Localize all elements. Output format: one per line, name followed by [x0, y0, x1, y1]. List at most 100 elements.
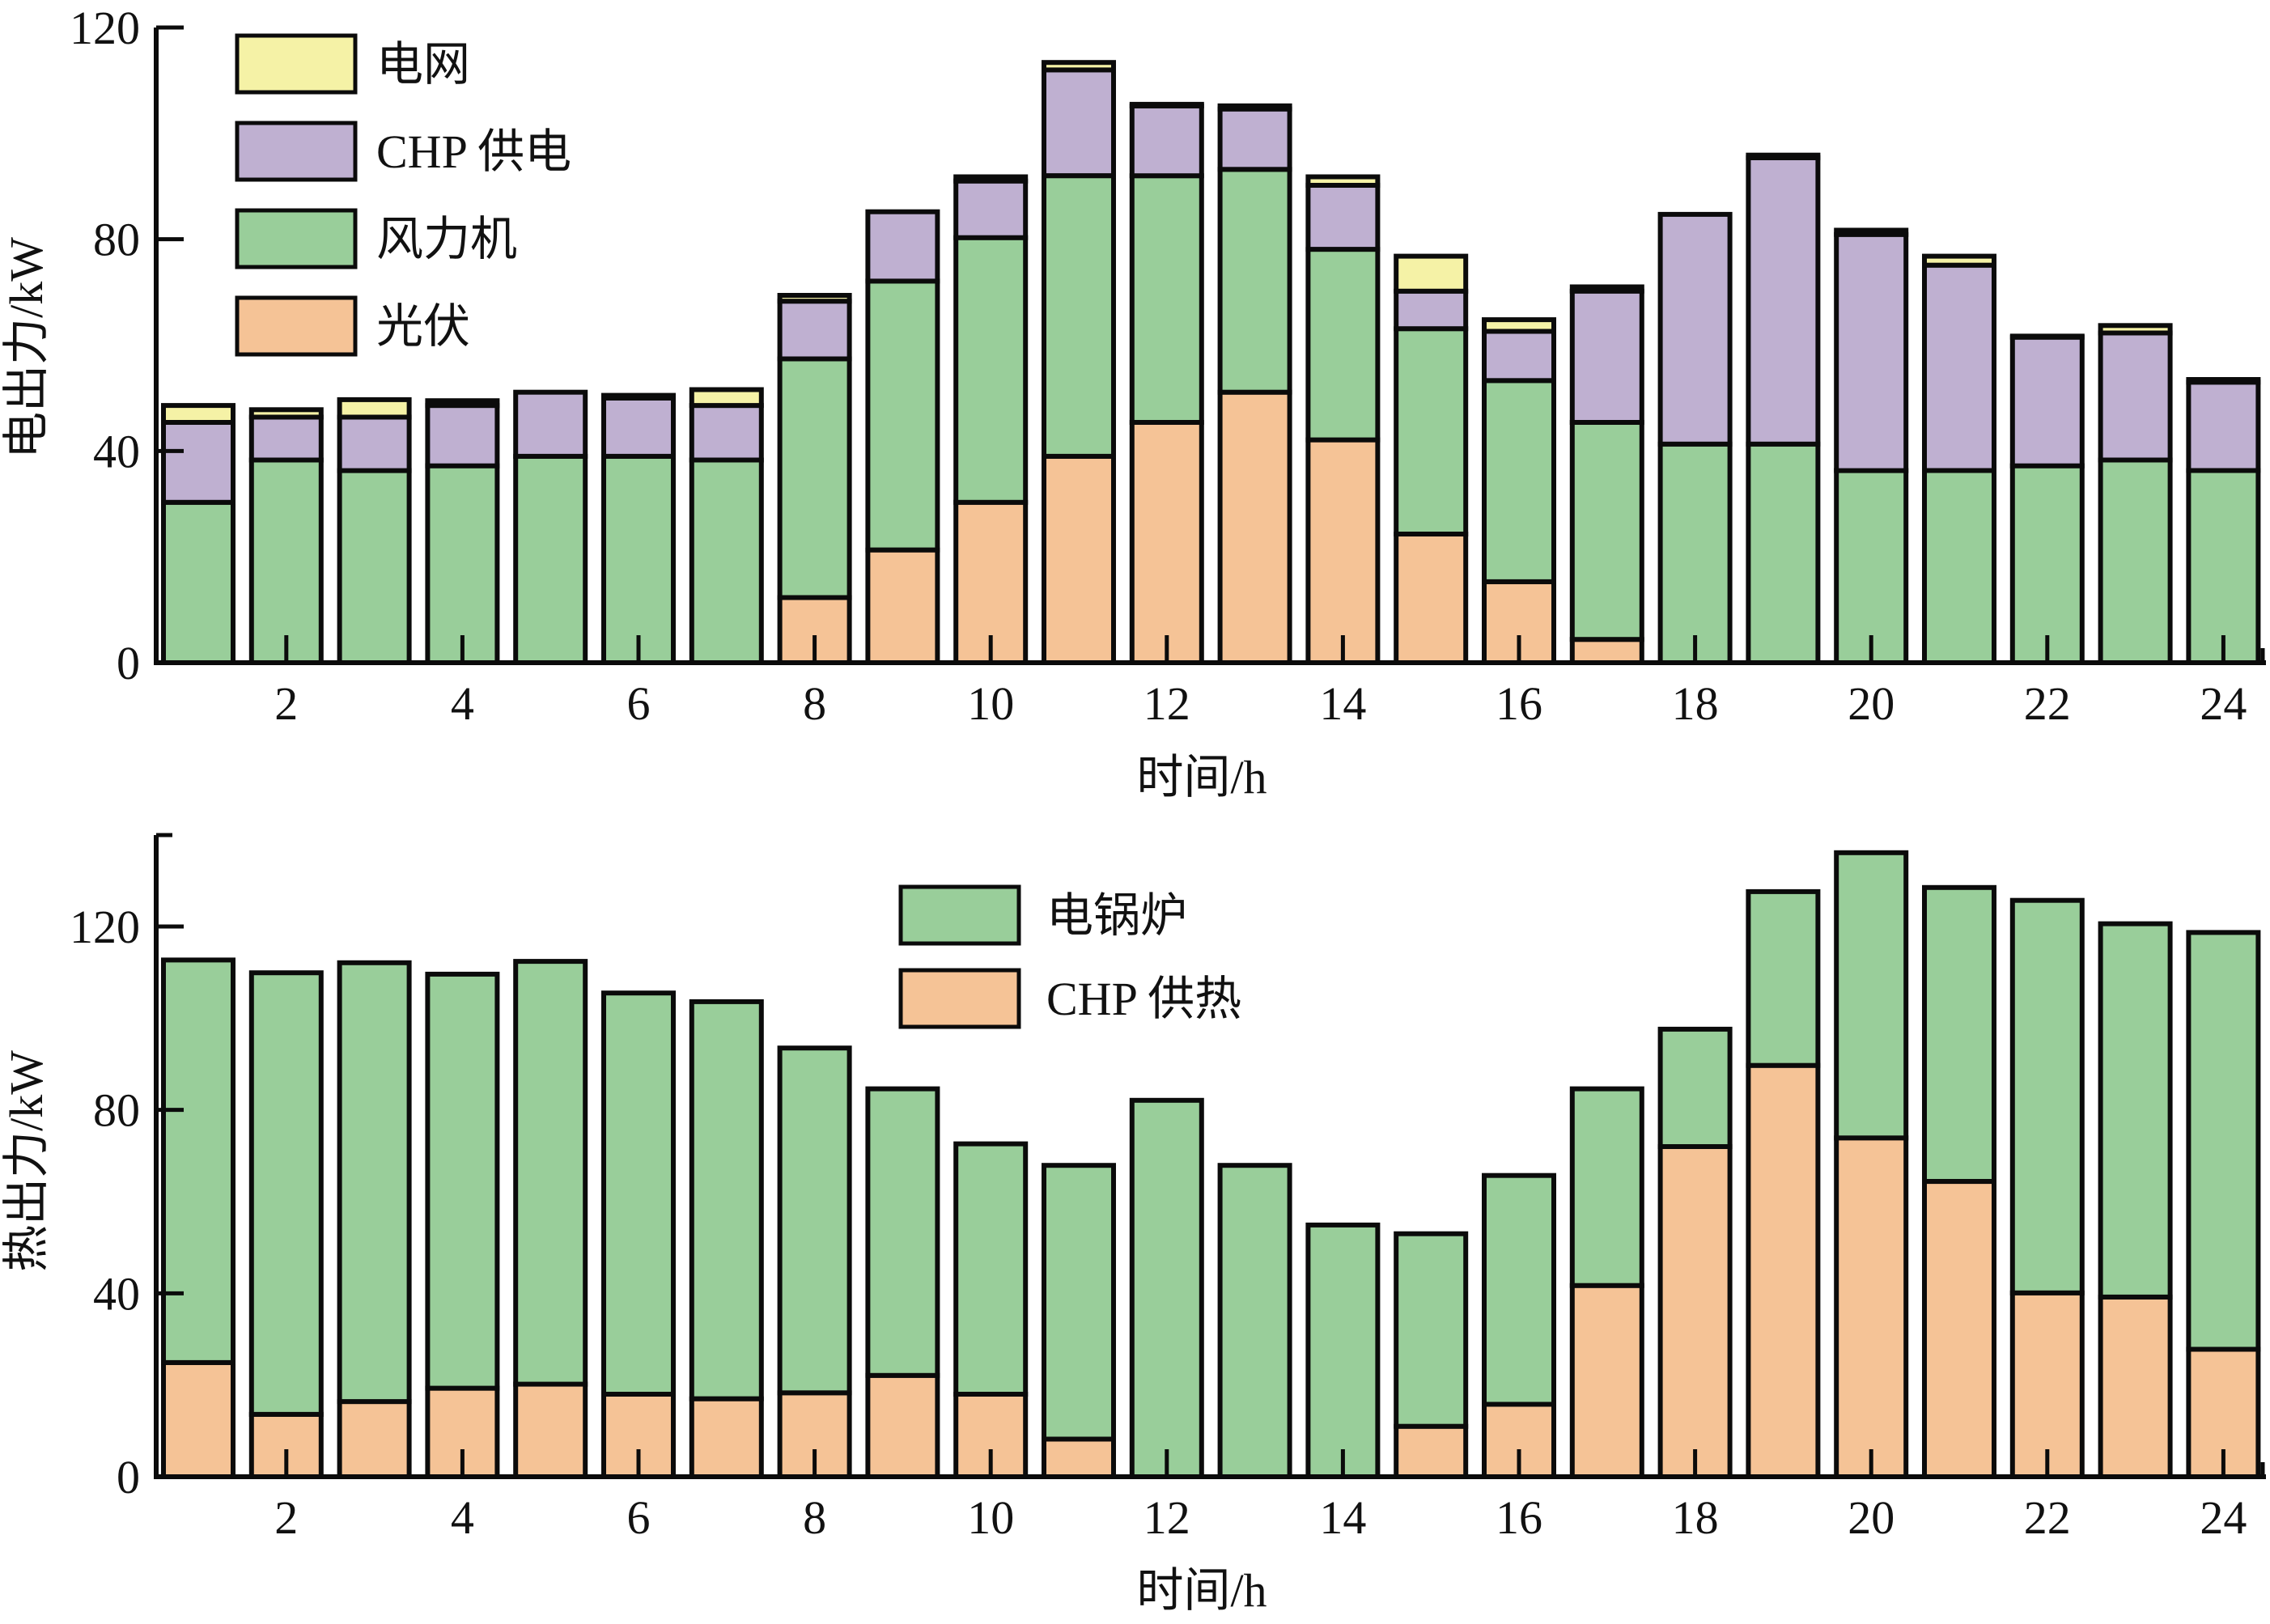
- bar-segment: [1129, 173, 1204, 425]
- bar-stack: [777, 1045, 852, 1480]
- bar-stack: [953, 1141, 1029, 1479]
- bar-stack: [161, 403, 235, 665]
- bar-segment: [1746, 441, 1821, 665]
- bar-stack: [1746, 888, 1821, 1479]
- bar-segment: [2009, 334, 2085, 469]
- bar-stack: [2186, 930, 2261, 1479]
- x-tick-label: 24: [2200, 677, 2247, 730]
- legend-label: 电网: [376, 38, 470, 91]
- bar-stack: [1569, 1086, 1644, 1479]
- bar-segment: [1746, 155, 1821, 447]
- bar-segment: [2009, 463, 2085, 665]
- bar-stack: [1042, 60, 1116, 666]
- thermal-bars: [161, 850, 2261, 1480]
- bar-stack: [1569, 284, 1644, 666]
- bar-segment: [865, 1086, 940, 1378]
- bar-segment: [2186, 377, 2261, 385]
- bar-stack: [425, 971, 500, 1479]
- bar-stack: [1129, 101, 1204, 665]
- bar-segment: [1657, 1144, 1733, 1479]
- x-tick-label: 4: [451, 677, 474, 730]
- x-tick-label: 8: [803, 677, 826, 730]
- electric-x-tick-labels: 2 4 6 8 10 12 14 16 18 20 22 24: [274, 677, 2247, 730]
- x-tick-label: 20: [1848, 677, 1894, 730]
- bar-segment: [1746, 1062, 1821, 1479]
- bar-segment: [865, 547, 940, 666]
- bar-segment: [1922, 262, 1996, 473]
- bar-stack: [953, 174, 1029, 665]
- bar-segment: [1217, 167, 1292, 395]
- bar-segment: [1922, 253, 1996, 268]
- bar-stack: [1922, 884, 1996, 1479]
- bar-segment: [865, 1372, 940, 1480]
- bar-stack: [513, 959, 588, 1479]
- bar-segment: [1042, 1163, 1116, 1442]
- x-tick-label: 12: [1143, 1491, 1190, 1544]
- y-tick-label: 0: [117, 1451, 140, 1503]
- bar-segment: [1042, 60, 1116, 73]
- bar-segment: [1569, 420, 1644, 642]
- x-tick-label: 10: [967, 1491, 1014, 1544]
- legend-label: CHP 供热: [1046, 973, 1241, 1025]
- y-tick-label: 40: [93, 1267, 140, 1320]
- bar-segment: [2186, 930, 2261, 1352]
- bar-segment: [1922, 1179, 1996, 1479]
- bar-segment: [1834, 468, 1909, 665]
- bar-stack: [248, 970, 324, 1480]
- x-tick-label: 22: [2024, 1491, 2071, 1544]
- bar-segment: [513, 453, 588, 666]
- x-tick-label: 6: [627, 1491, 651, 1544]
- bar-segment: [1834, 850, 1909, 1141]
- y-tick-label: 80: [93, 1084, 140, 1137]
- bar-stack: [2098, 921, 2173, 1480]
- bar-segment: [1746, 888, 1821, 1068]
- bar-segment: [777, 356, 852, 600]
- bar-segment: [1569, 1283, 1644, 1479]
- legend-item: 光伏: [235, 295, 470, 357]
- thermal-x-tick-labels: 2 4 6 8 10 12 14 16 18 20 22 24: [274, 1491, 2247, 1544]
- bar-segment: [161, 499, 235, 665]
- bar-segment: [601, 395, 676, 459]
- bar-segment: [513, 389, 588, 459]
- bar-stack: [1482, 317, 1556, 666]
- x-tick-label: 16: [1496, 1491, 1542, 1544]
- thermal-x-axis-title: 时间/h: [1136, 1564, 1267, 1617]
- bar-segment: [2098, 330, 2173, 463]
- legend-label: CHP 供电: [376, 125, 571, 178]
- bar-segment: [513, 1381, 588, 1479]
- bar-stack: [1482, 1172, 1556, 1479]
- bar-segment: [1834, 231, 1909, 473]
- electric-axes: [154, 25, 2266, 665]
- bar-stack: [337, 960, 412, 1479]
- bar-segment: [1217, 106, 1292, 172]
- bar-stack: [2009, 897, 2085, 1480]
- bar-segment: [2098, 457, 2173, 665]
- thermal-y-axis-title: 热出力/kW: [0, 1050, 53, 1272]
- bar-stack: [601, 392, 676, 666]
- legend-label: 风力机: [376, 213, 517, 265]
- bar-segment: [601, 990, 676, 1397]
- bar-segment: [1042, 67, 1116, 179]
- bar-segment: [777, 1045, 852, 1396]
- bar-segment: [1394, 532, 1469, 665]
- bar-segment: [337, 414, 412, 473]
- y-tick-label: 80: [93, 214, 140, 266]
- x-tick-label: 12: [1143, 677, 1190, 730]
- bar-stack: [425, 398, 500, 665]
- bar-stack: [1834, 227, 1909, 665]
- bar-segment: [689, 403, 764, 463]
- bar-segment: [1217, 103, 1292, 112]
- bar-stack: [777, 293, 852, 665]
- bar-segment: [1394, 326, 1469, 537]
- bar-stack: [1305, 1222, 1381, 1480]
- x-tick-label: 22: [2024, 677, 2071, 730]
- bar-stack: [1305, 174, 1381, 665]
- bar-stack: [1394, 253, 1469, 665]
- bar-segment: [248, 970, 324, 1417]
- bar-segment: [1569, 1086, 1644, 1288]
- bar-segment: [161, 957, 235, 1365]
- bar-segment: [1657, 211, 1733, 447]
